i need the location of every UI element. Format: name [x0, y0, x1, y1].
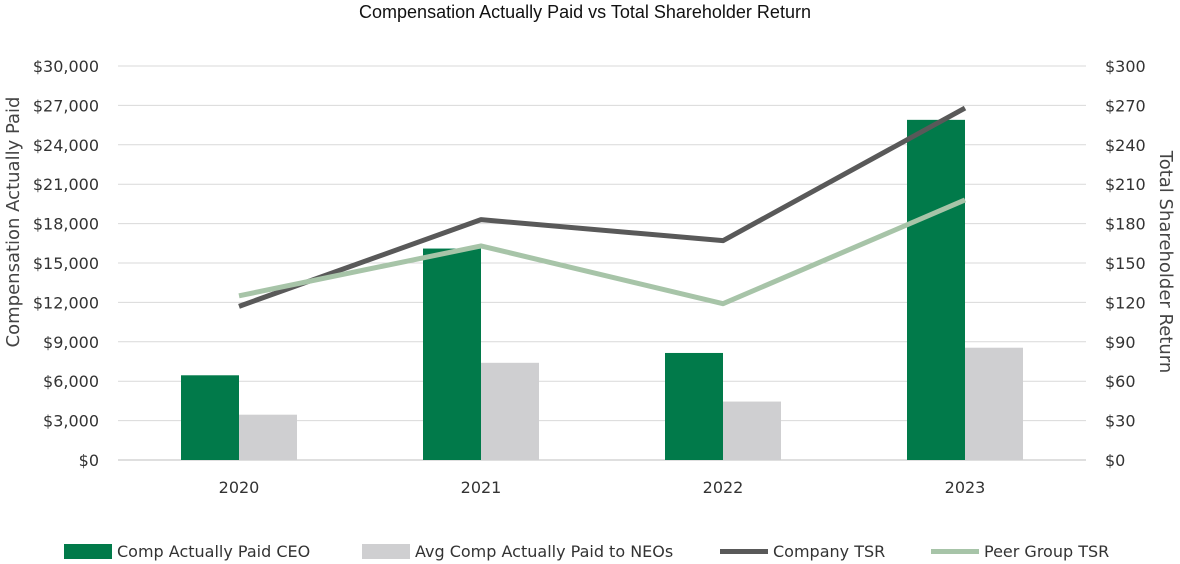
right-tick-label: $180 — [1105, 215, 1146, 234]
legend: Comp Actually Paid CEO Avg Comp Actually … — [64, 542, 1109, 561]
peer-group-tsr-line — [238, 197, 966, 307]
left-axis-ticks: $0 $3,000 $6,000 $9,000 $12,000 $15,000 $18,00… — [33, 57, 99, 470]
legend-swatch — [362, 544, 410, 559]
legend-label: Avg Comp Actually Paid to NEOs — [415, 542, 673, 561]
right-axis-ticks: $0 $30 $60 $90 $120 $150 $180 $210 $240 $270 $300 — [1105, 57, 1146, 470]
x-axis-ticks: 2020 2021 2022 2023 — [219, 478, 986, 497]
right-tick-label: $0 — [1105, 451, 1125, 470]
chart-title: Compensation Actually Paid vs Total Shar… — [359, 2, 811, 22]
x-tick-label: 2023 — [945, 478, 986, 497]
legend-label: Peer Group TSR — [984, 542, 1109, 561]
right-tick-label: $270 — [1105, 96, 1146, 115]
left-tick-label: $30,000 — [33, 57, 99, 76]
company-tsr-line — [238, 105, 967, 309]
ceo-comp-bar — [181, 375, 239, 460]
bars — [181, 119, 1023, 460]
left-tick-label: $21,000 — [33, 175, 99, 194]
left-tick-label: $6,000 — [43, 372, 99, 391]
left-tick-label: $18,000 — [33, 215, 99, 234]
left-tick-label: $9,000 — [43, 333, 99, 352]
right-tick-label: $90 — [1105, 333, 1136, 352]
legend-label: Company TSR — [773, 542, 885, 561]
left-tick-label: $24,000 — [33, 136, 99, 155]
left-tick-label: $0 — [79, 451, 99, 470]
neo-comp-bar — [239, 414, 297, 460]
neo-comp-bar — [965, 347, 1023, 460]
right-tick-label: $300 — [1105, 57, 1146, 76]
left-tick-label: $3,000 — [43, 412, 99, 431]
left-tick-label: $15,000 — [33, 254, 99, 273]
neo-comp-bar — [481, 362, 539, 460]
right-tick-label: $60 — [1105, 372, 1136, 391]
x-tick-label: 2022 — [703, 478, 744, 497]
right-tick-label: $150 — [1105, 254, 1146, 273]
left-tick-label: $12,000 — [33, 293, 99, 312]
ceo-comp-bar — [665, 352, 723, 460]
x-tick-label: 2020 — [219, 478, 260, 497]
right-tick-label: $120 — [1105, 293, 1146, 312]
right-tick-label: $30 — [1105, 412, 1136, 431]
ceo-comp-bar — [907, 119, 965, 460]
legend-label: Comp Actually Paid CEO — [117, 542, 310, 561]
right-tick-label: $210 — [1105, 175, 1146, 194]
ceo-comp-bar — [423, 248, 481, 460]
left-tick-label: $27,000 — [33, 96, 99, 115]
right-tick-label: $240 — [1105, 136, 1146, 155]
legend-swatch — [64, 544, 112, 559]
series-lines — [238, 105, 967, 309]
right-axis-title: Total Shareholder Return — [1155, 150, 1176, 373]
left-axis-title: Compensation Actually Paid — [3, 97, 24, 348]
neo-comp-bar — [723, 401, 781, 460]
x-tick-label: 2021 — [461, 478, 502, 497]
